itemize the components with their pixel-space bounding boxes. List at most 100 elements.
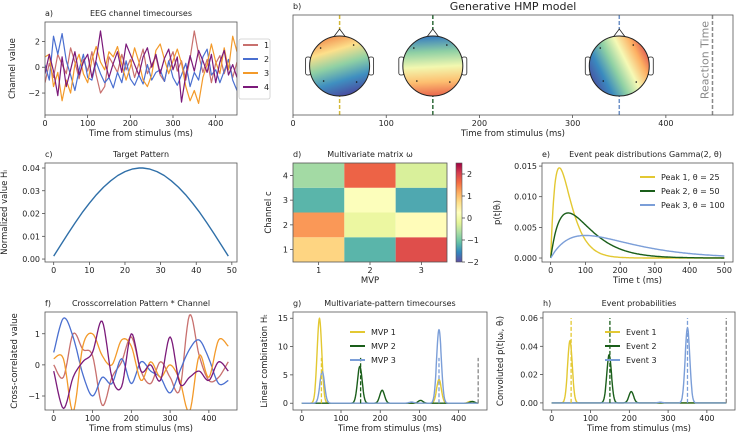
y-tick-label: 0.06 xyxy=(520,314,538,323)
panel-title: EEG channel timecourses xyxy=(90,9,192,18)
topomap-scalp xyxy=(309,35,371,97)
legend-label: Peak 2, θ = 50 xyxy=(661,187,720,196)
panel-label: a) xyxy=(45,9,53,18)
gamma-curve-peak-2 xyxy=(550,212,725,259)
y-axis-label: Linear combination Hₜ xyxy=(260,314,270,408)
x-tick-label: 0 xyxy=(549,414,554,423)
legend-label: Event 1 xyxy=(626,328,657,337)
legend: 1 2 3 4 xyxy=(238,38,271,100)
x-tick-label: 100 xyxy=(379,119,394,128)
legend-label: 2 xyxy=(264,55,269,64)
y-axis-label: Channel value xyxy=(8,38,18,99)
gamma-curve-peak-3 xyxy=(550,234,725,259)
topomap-scalp xyxy=(588,35,650,97)
panel-e: 0 100 200 300 400 500 0.000 0.005 0.010 0.015 Time… xyxy=(493,150,734,286)
colorbar-bar xyxy=(455,162,463,263)
x-axis-label: Time from stimulus (ms) xyxy=(337,424,442,434)
sensor-dot xyxy=(602,80,605,82)
sensor-dot xyxy=(632,44,635,46)
panel-label: g) xyxy=(293,299,301,308)
axes-frame xyxy=(44,311,238,411)
x-axis-label: Time from stimulus (ms) xyxy=(88,424,193,434)
y-tick-label: −1 xyxy=(28,392,40,401)
legend-label: MVP 1 xyxy=(371,328,396,337)
x-tick-label: 50 xyxy=(227,266,237,275)
heatmap-cell-c1-mvp2 xyxy=(344,237,396,262)
y-axis-label: Convoluted p(t|ωᵢ, θᵢ) xyxy=(496,316,506,406)
x-tick-label: 200 xyxy=(472,119,487,128)
x-tick-label: 100 xyxy=(578,266,593,275)
y-tick-label: −2 xyxy=(28,89,40,98)
x-tick-label: 500 xyxy=(717,266,732,275)
x-tick-label: 300 xyxy=(162,414,177,423)
x-axis-label: Time from stimulus (ms) xyxy=(88,129,193,139)
colorbar-tick-label: 0 xyxy=(467,214,472,223)
panel-d: 1 2 3 1 2 3 4 MVP Channel c Multivariate matrix ω… xyxy=(264,150,448,286)
panel-label: e) xyxy=(542,150,550,159)
sensor-dot xyxy=(446,44,448,46)
x-tick-label: 0 xyxy=(42,119,47,128)
y-tick-label: 0.03 xyxy=(22,187,40,196)
panel-g: 0 100 200 300 400 0 5 10 15 Time from stimulus (m… xyxy=(260,299,488,434)
sensor-dot xyxy=(635,81,638,83)
panel-label: b) xyxy=(293,2,301,11)
heatmap-cell-c2-mvp2 xyxy=(344,212,396,238)
colorbar-tick-label: 1 xyxy=(467,192,472,201)
x-tick-label: 1 xyxy=(316,266,321,275)
x-tick-label: 400 xyxy=(201,414,216,423)
y-tick-label: 1 xyxy=(283,246,288,255)
y-tick-label: 0.015 xyxy=(514,162,537,171)
axes-frame xyxy=(542,311,736,411)
y-tick-label: 2 xyxy=(283,221,288,230)
x-tick-label: 400 xyxy=(658,119,673,128)
timecourse-line-2 xyxy=(301,365,479,404)
y-tick-label: 0 xyxy=(35,63,40,72)
x-axis-label: Time t (ms) xyxy=(612,276,662,286)
x-tick-label: 400 xyxy=(682,266,697,275)
plot-area xyxy=(53,167,229,257)
panel-f: 0 100 200 300 400 −1 0 1 Time from stimulus (ms)… xyxy=(10,299,238,434)
x-tick-label: 200 xyxy=(622,414,637,423)
heatmap-cell-c2-mvp3 xyxy=(395,212,447,238)
heatmap-cell-c3-mvp2 xyxy=(344,187,396,213)
heatmap-cell-c3-mvp1 xyxy=(293,187,345,213)
panel-a: 0 100 200 300 400 −2 0 2 Time from stimulus (ms)… xyxy=(8,9,271,139)
y-tick-label: 0.02 xyxy=(22,210,40,219)
panel-h: 0 100 200 300 400 0.00 0.02 0.04 0.06 Time from s… xyxy=(496,299,736,434)
axes-frame xyxy=(292,311,488,411)
colorbar: −2 −1 0 1 2 xyxy=(455,162,479,267)
x-tick-label: 300 xyxy=(165,119,180,128)
plot-area xyxy=(550,167,725,259)
axes-frame xyxy=(44,21,238,116)
series-line-channel-2 xyxy=(45,33,237,92)
legend-label: Peak 1, θ = 25 xyxy=(661,173,720,182)
legend-label: 3 xyxy=(264,69,269,78)
x-tick-label: 100 xyxy=(333,414,348,423)
panel-c: 0 10 20 30 40 50 0.00 0.01 0.02 0.03 0.04 Normalize… xyxy=(0,150,238,275)
panel-title: Event peak distributions Gamma(2, θ) xyxy=(569,150,722,159)
y-tick-label: 0.010 xyxy=(514,193,537,202)
y-axis-label: p(t|θᵢ) xyxy=(493,200,503,225)
legend-label: Peak 3, θ = 100 xyxy=(661,201,725,210)
x-tick-label: 0 xyxy=(299,414,304,423)
timecourse-line-3 xyxy=(551,327,727,404)
y-tick-label: 0 xyxy=(283,399,288,408)
heatmap-cell-c4-mvp2 xyxy=(344,163,396,188)
legend-frame xyxy=(238,38,271,100)
plot-area xyxy=(45,30,237,104)
legend-label: MVP 2 xyxy=(371,342,396,351)
x-tick-label: 300 xyxy=(412,414,427,423)
heatmap-cell-c2-mvp1 xyxy=(293,212,345,238)
x-axis-label: Time from stimulus (ms) xyxy=(460,129,565,139)
y-tick-label: 3 xyxy=(283,196,288,205)
x-tick-label: 400 xyxy=(208,119,223,128)
axes-frame xyxy=(292,162,448,263)
panel-b: 0 100 200 300 400 Time from stimulus (ms) Gene… xyxy=(290,0,734,139)
legend-label: Event 2 xyxy=(626,342,657,351)
y-tick-label: 4 xyxy=(283,171,288,180)
heatmap-cell-c1-mvp1 xyxy=(293,237,345,262)
heatmap-cell-c4-mvp3 xyxy=(395,163,447,188)
x-tick-label: 300 xyxy=(647,266,662,275)
plot-area xyxy=(293,163,447,262)
y-axis-label: Normalized value Hₗ xyxy=(0,170,10,255)
